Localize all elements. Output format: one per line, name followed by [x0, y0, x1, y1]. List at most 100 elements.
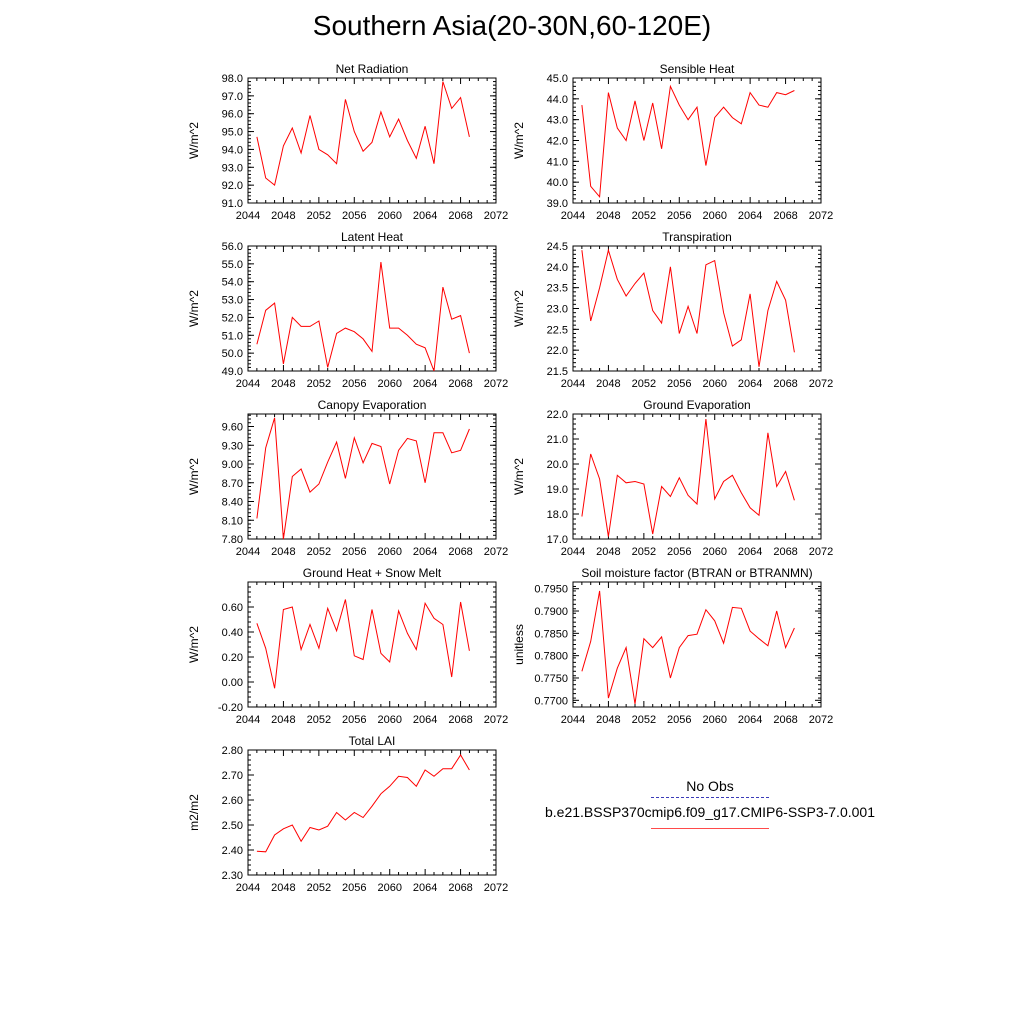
chart-sensible-heat: Sensible Heat W/m^2 2044 2048 2052 2056 2060 20…	[512, 62, 833, 222]
y-axis-label: W/m^2	[187, 122, 201, 159]
x-tick-label: 2068	[448, 546, 472, 558]
x-tick-label: 2044	[236, 546, 260, 558]
x-tick-label: 2072	[484, 882, 508, 894]
x-tick-label: 2060	[702, 546, 726, 558]
y-tick-label: 40.0	[547, 177, 568, 189]
y-tick-label: 2.70	[222, 770, 243, 782]
x-tick-label: 2072	[484, 714, 508, 726]
y-tick-label: 0.40	[222, 627, 243, 639]
page-title: Southern Asia(20-30N,60-120E)	[312, 10, 712, 41]
y-tick-label: 22.0	[547, 345, 568, 357]
y-tick-label: 2.60	[222, 795, 243, 807]
x-tick-label: 2056	[342, 210, 366, 222]
x-tick-label: 2056	[667, 210, 691, 222]
plot-frame	[247, 749, 497, 876]
x-tick-label: 2052	[307, 546, 331, 558]
panel-title: Soil moisture factor (BTRAN or BTRANMN)	[581, 566, 812, 580]
x-tick-label: 2072	[484, 210, 508, 222]
x-tick-label: 2072	[809, 210, 833, 222]
x-tick-label: 2048	[271, 546, 295, 558]
y-tick-label: 0.7800	[534, 651, 568, 663]
x-tick-label: 2052	[307, 378, 331, 390]
x-tick-label: 2048	[271, 882, 295, 894]
x-tick-label: 2052	[307, 882, 331, 894]
x-tick-label: 2052	[632, 210, 656, 222]
panel-title: Total LAI	[349, 734, 396, 748]
x-tick-label: 2048	[596, 546, 620, 558]
x-tick-label: 2072	[484, 546, 508, 558]
series-line	[256, 81, 470, 186]
chart-transpiration: Transpiration W/m^2 2044 2048 2052 2056 2060 20…	[512, 230, 833, 390]
y-tick-label: 21.0	[547, 434, 568, 446]
y-tick-label: 56.0	[222, 241, 243, 253]
x-tick-label: 2064	[738, 210, 762, 222]
y-tick-label: 23.5	[547, 283, 568, 295]
y-tick-label: 7.80	[222, 534, 243, 546]
x-tick-label: 2048	[596, 378, 620, 390]
y-axis-label: W/m^2	[187, 290, 201, 327]
panel-title: Transpiration	[662, 230, 732, 244]
x-tick-label: 2044	[561, 378, 585, 390]
y-tick-label: 0.7850	[534, 628, 568, 640]
x-tick-label: 2048	[596, 210, 620, 222]
series-line	[581, 590, 795, 704]
x-tick-label: 2056	[342, 546, 366, 558]
y-tick-label: 43.0	[547, 115, 568, 127]
plot-frame	[572, 245, 822, 372]
x-tick-label: 2056	[342, 714, 366, 726]
x-tick-label: 2044	[236, 210, 260, 222]
y-tick-label: 22.0	[547, 409, 568, 421]
x-tick-label: 2060	[377, 378, 401, 390]
x-tick-label: 2060	[702, 210, 726, 222]
plot-frame	[572, 413, 822, 540]
panel-title: Ground Heat + Snow Melt	[303, 566, 442, 580]
x-tick-label: 2068	[773, 210, 797, 222]
x-tick-label: 2052	[307, 714, 331, 726]
x-tick-label: 2064	[413, 378, 437, 390]
y-tick-label: 2.30	[222, 870, 243, 882]
x-tick-label: 2072	[809, 378, 833, 390]
legend-obs-swatch	[651, 797, 769, 798]
x-tick-label: 2052	[632, 546, 656, 558]
y-tick-label: 95.0	[222, 127, 243, 139]
x-tick-label: 2056	[667, 378, 691, 390]
x-tick-label: 2056	[667, 714, 691, 726]
x-tick-label: 2056	[342, 378, 366, 390]
y-axis-label: unitless	[512, 624, 526, 665]
series-line	[581, 418, 795, 537]
y-tick-label: 41.0	[547, 156, 568, 168]
y-tick-label: 0.7750	[534, 673, 568, 685]
series-line	[581, 84, 795, 199]
legend-run-swatch	[651, 828, 769, 829]
y-tick-label: 21.5	[547, 366, 568, 378]
y-tick-label: 49.0	[222, 366, 243, 378]
y-tick-label: 9.60	[222, 422, 243, 434]
y-tick-label: 22.5	[547, 324, 568, 336]
x-tick-label: 2068	[448, 882, 472, 894]
y-tick-label: 50.0	[222, 348, 243, 360]
chart-ground-evaporation: Ground Evaporation W/m^2 2044 2048 2052 2056 2…	[512, 398, 833, 558]
y-tick-label: 24.0	[547, 262, 568, 274]
x-tick-label: 2064	[413, 546, 437, 558]
panel-title: Ground Evaporation	[643, 398, 750, 412]
x-tick-label: 2052	[307, 210, 331, 222]
x-tick-label: 2052	[632, 714, 656, 726]
x-tick-label: 2056	[667, 546, 691, 558]
y-tick-label: 2.40	[222, 845, 243, 857]
y-tick-label: 51.0	[222, 330, 243, 342]
x-tick-label: 2068	[448, 378, 472, 390]
x-tick-label: 2064	[413, 210, 437, 222]
y-tick-label: 97.0	[222, 91, 243, 103]
x-tick-label: 2068	[448, 210, 472, 222]
y-tick-label: 8.10	[222, 515, 243, 527]
x-tick-label: 2044	[561, 714, 585, 726]
x-tick-label: 2064	[738, 714, 762, 726]
y-tick-label: 93.0	[222, 162, 243, 174]
x-tick-label: 2064	[738, 546, 762, 558]
panel-title: Sensible Heat	[660, 62, 735, 76]
x-tick-label: 2060	[377, 210, 401, 222]
x-tick-label: 2060	[377, 714, 401, 726]
x-tick-label: 2068	[448, 714, 472, 726]
y-axis-label: m2/m2	[187, 794, 201, 831]
